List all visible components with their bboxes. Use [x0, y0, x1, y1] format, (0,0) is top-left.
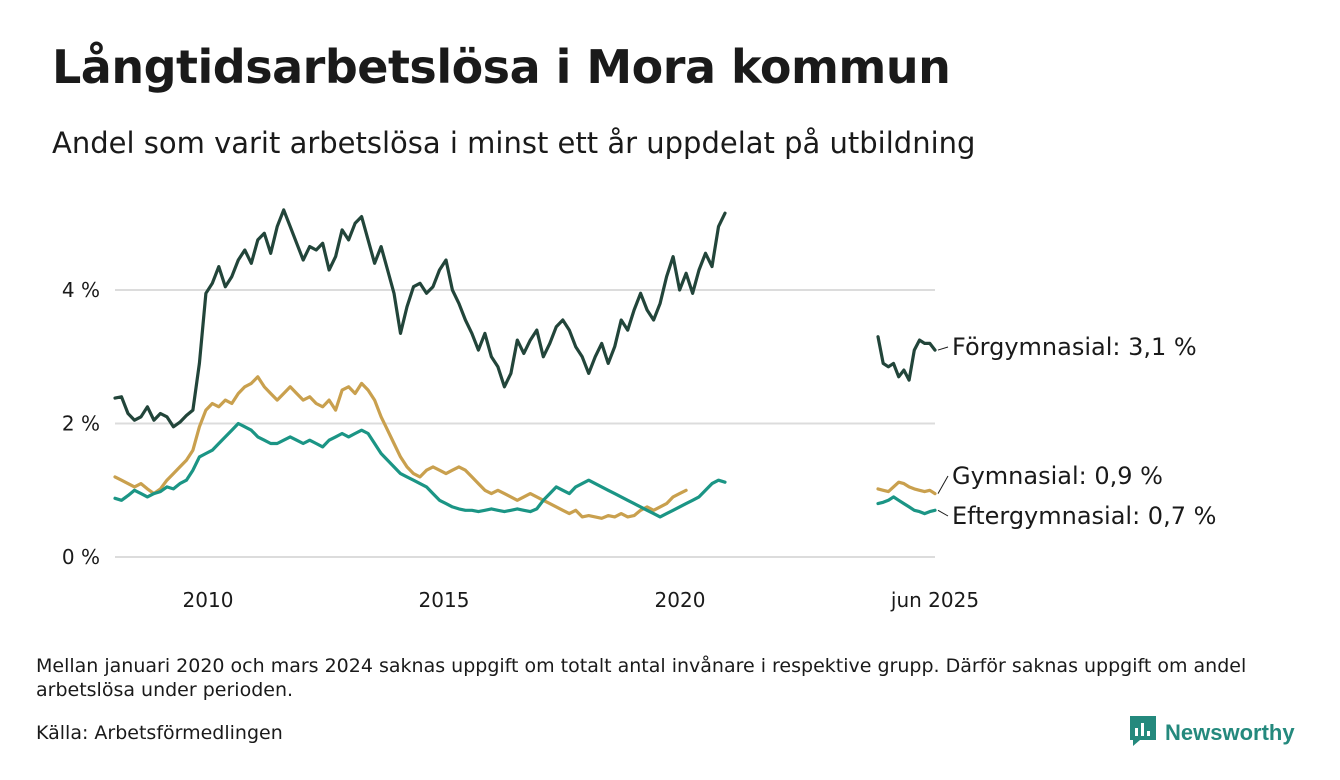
label-leader-line	[937, 346, 949, 351]
series-lines	[113, 208, 937, 520]
y-tick-label: 4 %	[62, 278, 100, 302]
series-line-gymnasial-segment-1	[113, 375, 688, 520]
series-line-eftergymnasial-segment-1	[113, 421, 727, 519]
label-leader-line	[937, 475, 949, 494]
y-tick-label: 2 %	[62, 412, 100, 436]
series-line-förgymnasial-segment-2	[876, 335, 937, 382]
series-end-label: Eftergymnasial: 0,7 %	[952, 502, 1216, 530]
series-line-eftergymnasial-segment-2	[876, 495, 937, 516]
gridlines	[115, 289, 935, 558]
chart-title: Långtidsarbetslösa i Mora kommun	[52, 40, 951, 94]
label-leader-line	[937, 509, 949, 517]
brand-name: Newsworthy	[1165, 720, 1295, 745]
line-chart: 0 % 2 % 4 % 2010 2015 2020 jun 2025 Förgymnas…	[62, 208, 1216, 612]
series-end-labels: Förgymnasial: 3,1 % Gymnasial: 0,9 % Efter…	[937, 333, 1216, 530]
series-line-gymnasial-segment-2	[876, 480, 937, 496]
chart-subtitle: Andel som varit arbetslösa i minst ett å…	[52, 126, 976, 160]
newsworthy-logo-icon	[1128, 714, 1158, 752]
series-end-label: Gymnasial: 0,9 %	[952, 462, 1163, 490]
footnote: Mellan januari 2020 och mars 2024 saknas…	[36, 655, 1247, 701]
x-tick-label: jun 2025	[890, 588, 979, 612]
x-tick-label: 2020	[655, 588, 706, 612]
series-line-förgymnasial-segment-1	[113, 208, 727, 429]
y-axis-labels: 0 % 2 % 4 %	[62, 278, 100, 569]
x-axis-labels: 2010 2015 2020 jun 2025	[183, 588, 980, 612]
x-tick-label: 2015	[419, 588, 470, 612]
source-text: Källa: Arbetsförmedlingen	[36, 722, 283, 744]
series-end-label: Förgymnasial: 3,1 %	[952, 333, 1197, 361]
newsworthy-brand: Newsworthy	[1128, 716, 1295, 750]
y-tick-label: 0 %	[62, 545, 100, 569]
x-tick-label: 2010	[183, 588, 234, 612]
